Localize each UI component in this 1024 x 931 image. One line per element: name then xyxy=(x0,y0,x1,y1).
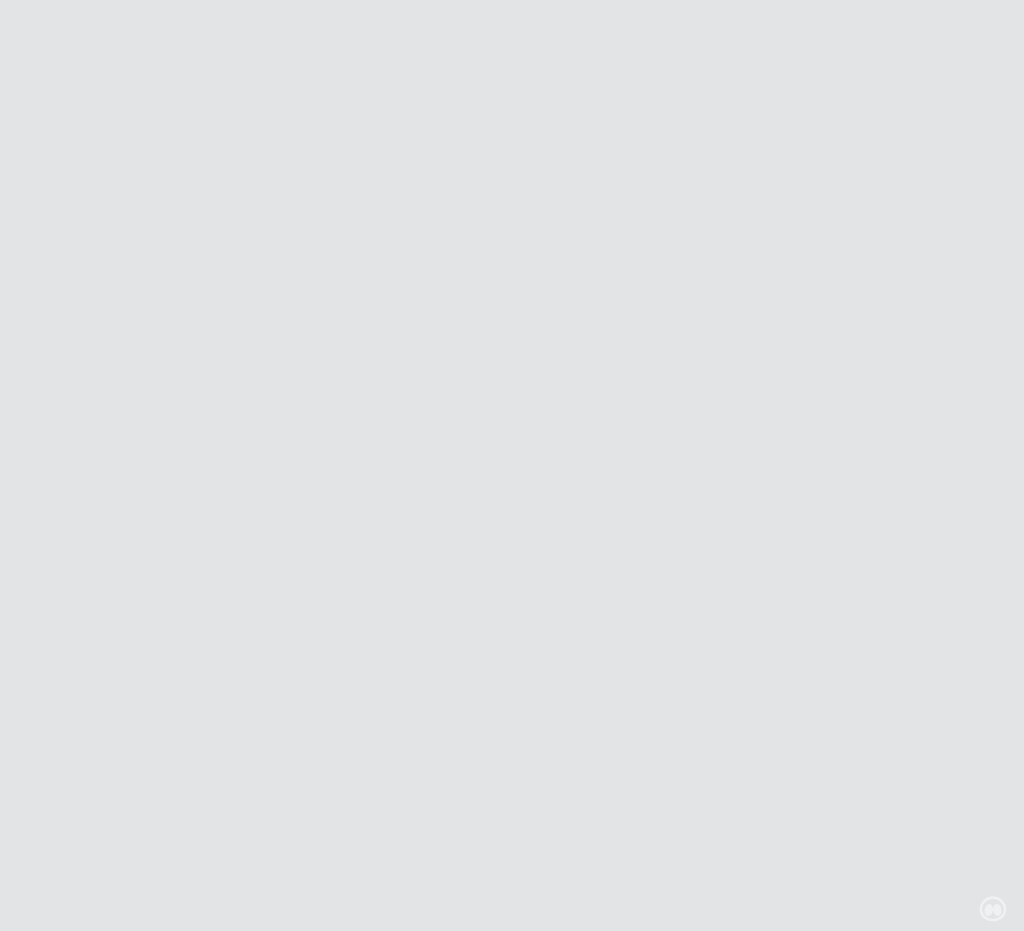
brand-logo xyxy=(979,896,1007,922)
